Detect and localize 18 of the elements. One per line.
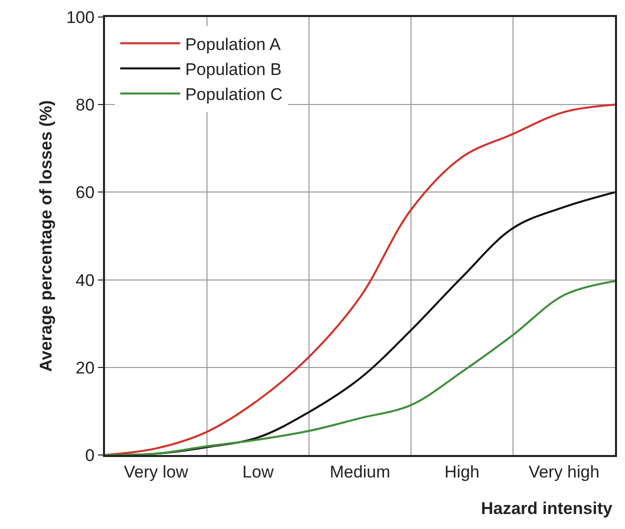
x-tick-label: High xyxy=(444,462,480,482)
x-tick-label: Very high xyxy=(528,462,600,482)
y-tick-label: 0 xyxy=(85,446,95,465)
x-tick-label: Very low xyxy=(124,462,189,482)
y-axis-title: Average percentage of losses (%) xyxy=(36,100,56,372)
x-axis-title: Hazard intensity xyxy=(481,499,613,518)
y-tick-label: 100 xyxy=(66,8,95,27)
y-tick-label: 40 xyxy=(76,270,95,290)
y-tick-label: 60 xyxy=(76,183,95,202)
x-tick-label: Low xyxy=(242,462,274,482)
y-tick-label: 20 xyxy=(76,358,95,378)
x-tick-label: Medium xyxy=(330,462,390,482)
legend-label: Population C xyxy=(185,85,283,104)
y-tick-label: 80 xyxy=(76,96,95,115)
line-series xyxy=(105,280,615,455)
legend-label: Population B xyxy=(185,60,282,80)
line-series xyxy=(105,104,615,455)
legend-label: Population A xyxy=(185,34,282,54)
